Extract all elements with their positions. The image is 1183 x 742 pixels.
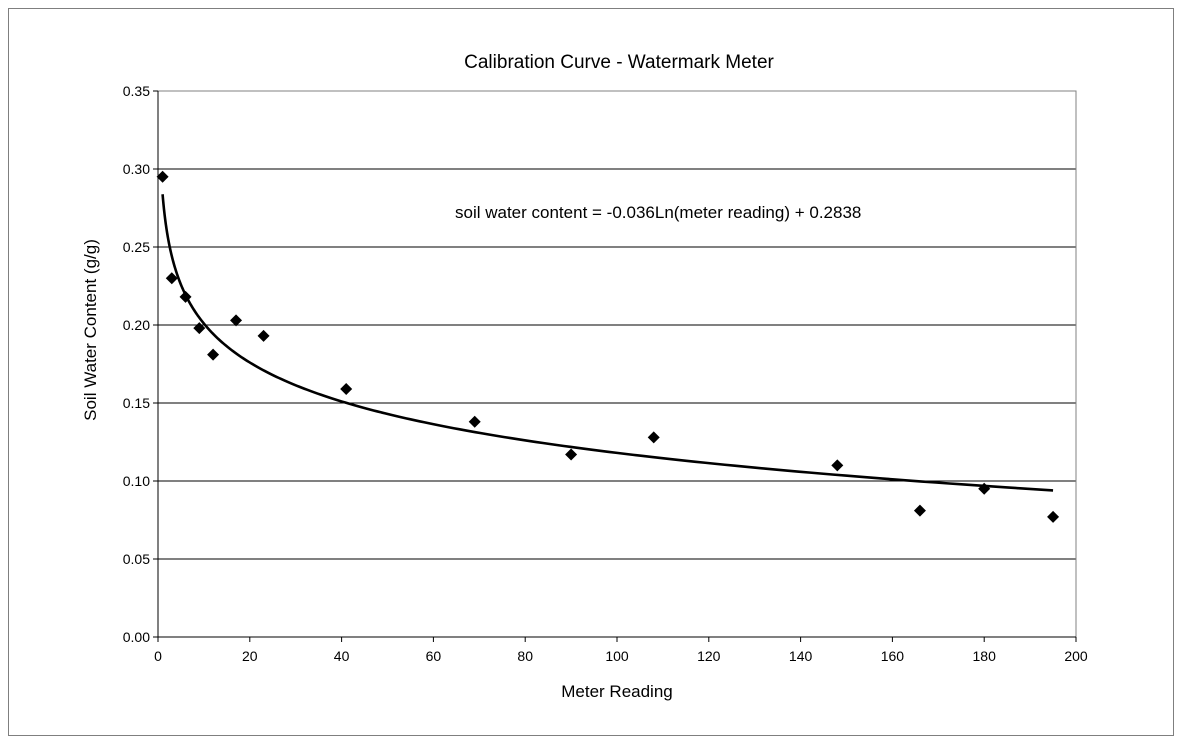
- x-tick-label: 180: [973, 648, 997, 664]
- y-tick-label: 0.35: [123, 83, 150, 99]
- x-tick-label: 60: [426, 648, 442, 664]
- data-point: [913, 504, 926, 517]
- data-points: [156, 170, 1060, 523]
- data-point: [978, 482, 991, 495]
- x-tick-label: 200: [1064, 648, 1088, 664]
- data-point: [565, 448, 578, 461]
- grid-lines: [158, 90, 1076, 560]
- x-tick-label: 120: [697, 648, 721, 664]
- plot-area-border: [157, 90, 1077, 638]
- x-tick-label: 160: [881, 648, 905, 664]
- y-axis-label: Soil Water Content (g/g): [81, 239, 100, 421]
- y-tick-label: 0.25: [123, 239, 150, 255]
- x-tick-label: 0: [154, 648, 162, 664]
- x-tick-label: 100: [605, 648, 629, 664]
- data-point: [156, 170, 169, 183]
- y-tick-label: 0.30: [123, 161, 150, 177]
- data-point: [230, 314, 243, 327]
- data-point: [165, 272, 178, 285]
- x-tick-label: 80: [517, 648, 533, 664]
- trendline-equation-label: soil water content = -0.036Ln(meter read…: [455, 203, 861, 222]
- data-point: [831, 459, 844, 472]
- data-point: [207, 348, 220, 361]
- axes: 0.00 0.05 0.10 0.15 0.20 0.25 0.30 0.35 0 20 40 60 8…: [123, 83, 1088, 664]
- data-point: [179, 290, 192, 303]
- chart-svg: 0.00 0.05 0.10 0.15 0.20 0.25 0.30 0.35 0 20 40 60 8…: [81, 52, 1088, 701]
- y-tick-label: 0.05: [123, 551, 150, 567]
- trendline-group: [161, 194, 1054, 492]
- data-point: [340, 382, 353, 395]
- y-tick-label: 0.10: [123, 473, 150, 489]
- data-point: [257, 329, 270, 342]
- y-tick-label: 0.15: [123, 395, 150, 411]
- chart-area: 0.00 0.05 0.10 0.15 0.20 0.25 0.30 0.35 0 20 40 60 8…: [8, 8, 1174, 736]
- chart-title: Calibration Curve - Watermark Meter: [464, 52, 774, 73]
- x-axis-label: Meter Reading: [561, 682, 673, 701]
- y-tick-label: 0.00: [123, 629, 150, 645]
- data-point: [1047, 510, 1060, 523]
- data-point: [468, 415, 481, 428]
- chart-labels: Calibration Curve - Watermark Meter Mete…: [81, 52, 861, 701]
- data-point: [647, 431, 660, 444]
- y-tick-label: 0.20: [123, 317, 150, 333]
- x-tick-label: 40: [334, 648, 350, 664]
- x-tick-label: 140: [789, 648, 813, 664]
- x-tick-label: 20: [242, 648, 258, 664]
- data-point: [193, 322, 206, 335]
- trendline: [161, 194, 1054, 492]
